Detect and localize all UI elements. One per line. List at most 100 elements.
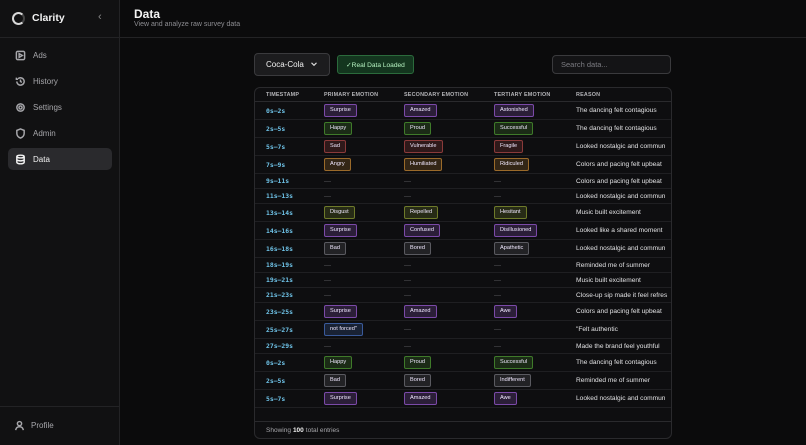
empty-value: —	[324, 261, 331, 269]
timestamp-value: 21s–23s	[266, 291, 293, 299]
reason-text: Looked like a shared moment	[576, 227, 663, 234]
table-row[interactable]: 14s–16s Surprise Confused Disillusioned Look…	[255, 222, 671, 240]
data-table: TIMESTAMP PRIMARY EMOTION SECONDARY EMOT…	[254, 87, 672, 439]
column-header-secondary-emotion[interactable]: SECONDARY EMOTION	[404, 92, 469, 98]
reason-cell: Made the brand feel youthful	[576, 339, 671, 353]
column-header-tertiary-emotion[interactable]: TERTIARY EMOTION	[494, 92, 551, 98]
secondary-emotion-cell: Proud	[404, 354, 431, 371]
timestamp-cell: 25s–27s	[266, 321, 293, 338]
table-row[interactable]: 9s–11s — — — Colors and pacing felt upbeat	[255, 174, 671, 189]
table-row[interactable]: 5s–7s Sad Vulnerable Fragile Looked nostalgi…	[255, 138, 671, 156]
primary-emotion-cell: —	[324, 339, 331, 353]
reason-cell: Looked like a shared moment	[576, 222, 671, 239]
timestamp-cell: 9s–11s	[266, 174, 289, 188]
table-row[interactable]: 2s–5s Happy Proud Successful The dancing fel…	[255, 120, 671, 138]
timestamp-cell: 18s–19s	[266, 258, 293, 272]
primary-emotion-cell: Sad	[324, 138, 346, 155]
timestamp-value: 2s–5s	[266, 376, 286, 385]
reason-cell: Music built excitement	[576, 204, 671, 221]
primary-emotion-cell: Surprise	[324, 102, 357, 119]
sidebar-item-data[interactable]: Data	[8, 148, 112, 170]
table-row[interactable]: 0s–2s Surprise Amazed Astonished The dancing…	[255, 102, 671, 120]
sidebar-item-profile[interactable]: Profile	[14, 420, 54, 431]
reason-cell: Close-up sip made it feel refres	[576, 288, 671, 302]
brand-select-value: Coca-Cola	[266, 60, 304, 69]
tertiary-emotion-cell: Astonished	[494, 102, 534, 119]
secondary-emotion-cell: —	[404, 189, 411, 203]
table-row[interactable]: 5s–7s Surprise Amazed Awe Looked nostalgic a…	[255, 390, 671, 408]
search-input[interactable]	[552, 55, 671, 74]
primary-emotion-cell: Bad	[324, 240, 346, 257]
emotion-tag: Indifferent	[494, 374, 531, 387]
emotion-tag: Successful	[494, 122, 534, 135]
column-header-reason[interactable]: REASON	[576, 92, 601, 98]
empty-value: —	[494, 326, 501, 333]
timestamp-value: 11s–13s	[266, 192, 293, 200]
sidebar: Clarity ‹ Ads History Settings Admin Dat…	[0, 0, 120, 445]
page-title: Data	[134, 7, 161, 21]
emotion-tag: Awe	[494, 305, 517, 318]
table-row[interactable]: 16s–18s Bad Bored Apathetic Looked nostalgic…	[255, 240, 671, 258]
emotion-tag: Bad	[324, 374, 346, 387]
column-header-primary-emotion[interactable]: PRIMARY EMOTION	[324, 92, 379, 98]
timestamp-value: 23s–25s	[266, 307, 293, 316]
table-row[interactable]: 18s–19s — — — Reminded me of summer	[255, 258, 671, 273]
sidebar-item-settings[interactable]: Settings	[8, 96, 112, 118]
reason-text: Music built excitement	[576, 276, 641, 284]
tertiary-emotion-cell: Fragile	[494, 138, 524, 155]
table-row[interactable]: 27s–29s — — — Made the brand feel youthful	[255, 339, 671, 354]
emotion-tag: Hesitant	[494, 206, 527, 219]
emotion-tag: Surprise	[324, 224, 357, 237]
emotion-tag: Bad	[324, 242, 346, 255]
table-row[interactable]: 23s–25s Surprise Amazed Awe Colors and pacin…	[255, 303, 671, 321]
table-header: TIMESTAMP PRIMARY EMOTION SECONDARY EMOT…	[255, 88, 671, 102]
timestamp-value: 2s–5s	[266, 124, 286, 133]
tertiary-emotion-cell: Indifferent	[494, 372, 531, 389]
entry-count: 100	[292, 427, 304, 434]
table-row[interactable]: 25s–27s not forced" — — "Felt authentic	[255, 321, 671, 339]
collapse-sidebar-icon[interactable]: ‹	[98, 11, 102, 23]
table-row[interactable]: 19s–21s — — — Music built excitement	[255, 273, 671, 288]
table-row[interactable]: 2s–5s Bad Bored Indifferent Reminded me of s…	[255, 372, 671, 390]
sidebar-item-ads[interactable]: Ads	[8, 44, 112, 66]
emotion-tag: Happy	[324, 122, 353, 135]
page-subtitle: View and analyze raw survey data	[134, 21, 241, 28]
empty-value: —	[324, 342, 331, 350]
empty-value: —	[404, 177, 411, 185]
reason-text: The dancing felt contagious	[576, 359, 657, 366]
table-footer: Showing 100 total entries	[255, 421, 671, 438]
primary-emotion-cell: Angry	[324, 156, 351, 173]
emotion-tag: Bored	[404, 374, 431, 387]
table-row[interactable]: 0s–2s Happy Proud Successful The dancing fel…	[255, 354, 671, 372]
table-row[interactable]: 13s–14s Disgust Repelled Hesitant Music buil…	[255, 204, 671, 222]
reason-cell: Looked nostalgic and commun	[576, 240, 671, 257]
reason-cell: Colors and pacing felt upbeat	[576, 303, 671, 320]
emotion-tag: Bored	[404, 242, 431, 255]
empty-value: —	[494, 276, 501, 284]
app-name: Clarity	[32, 12, 65, 24]
chevron-down-icon	[311, 62, 317, 67]
sidebar-item-history[interactable]: History	[8, 70, 112, 92]
emotion-tag: Humiliated	[404, 158, 443, 171]
reason-text: The dancing felt contagious	[576, 125, 657, 132]
table-row[interactable]: 21s–23s — — — Close-up sip made it feel refr…	[255, 288, 671, 303]
emotion-tag: Awe	[494, 392, 517, 405]
timestamp-value: 9s–11s	[266, 177, 290, 185]
secondary-emotion-cell: Bored	[404, 372, 431, 389]
primary-emotion-cell: —	[324, 174, 331, 188]
sidebar-item-admin[interactable]: Admin	[8, 122, 112, 144]
table-row[interactable]: 11s–13s — — — Looked nostalgic and commun	[255, 189, 671, 204]
secondary-emotion-cell: Amazed	[404, 390, 437, 407]
brand[interactable]: Clarity	[12, 10, 65, 26]
timestamp-cell: 2s–5s	[266, 120, 285, 137]
column-header-timestamp[interactable]: TIMESTAMP	[266, 92, 300, 98]
table-row[interactable]: 7s–9s Angry Humiliated Ridiculed Colors and …	[255, 156, 671, 174]
timestamp-value: 19s–21s	[266, 276, 293, 284]
brand-select[interactable]: Coca-Cola	[254, 53, 330, 76]
empty-value: —	[404, 326, 411, 333]
emotion-tag: Confused	[404, 224, 440, 237]
timestamp-value: 13s–14s	[266, 208, 293, 217]
emotion-tag: Successful	[494, 356, 534, 369]
emotion-tag: Disgust	[324, 206, 355, 219]
empty-value: —	[494, 261, 501, 269]
